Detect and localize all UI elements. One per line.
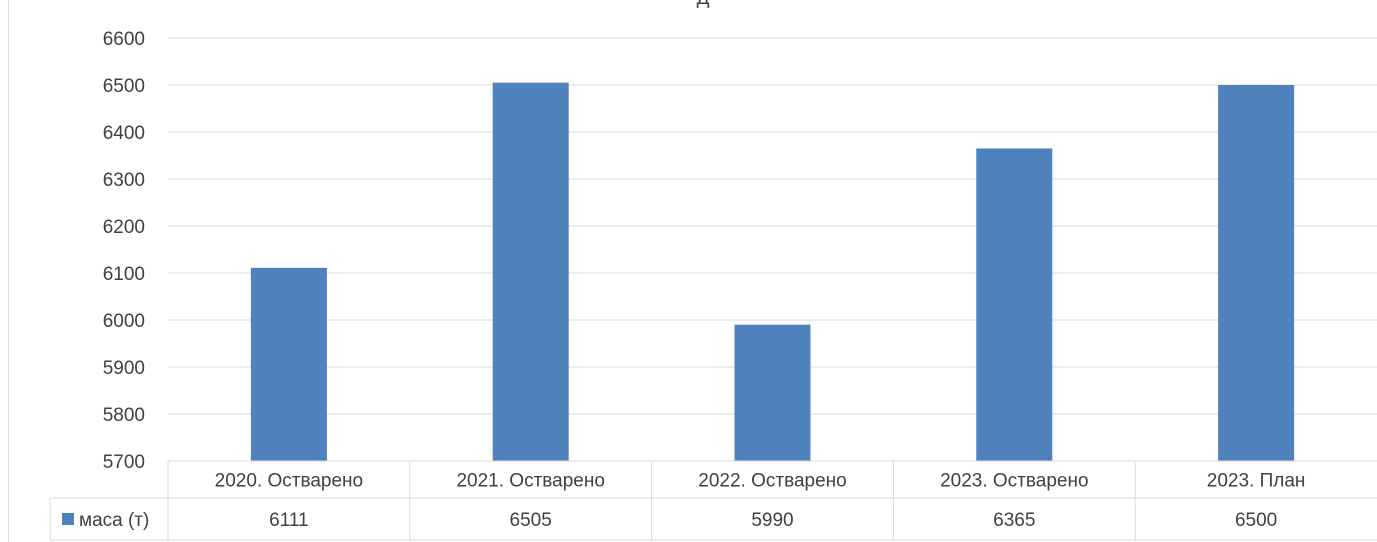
y-tick-label: 6000 xyxy=(103,311,145,332)
category-label: 2023. План xyxy=(1207,471,1306,492)
legend-label: маса (т) xyxy=(79,510,149,531)
category-label: 2021. Остварено xyxy=(456,471,604,492)
bars xyxy=(250,82,1295,462)
value-cell: 6111 xyxy=(269,510,308,531)
y-tick-label: 6300 xyxy=(103,170,145,191)
y-tick-label: 6400 xyxy=(103,123,145,144)
gridlines xyxy=(168,37,1377,415)
bar xyxy=(492,82,569,462)
bar xyxy=(250,267,327,461)
bar xyxy=(734,324,811,461)
legend-swatch xyxy=(62,513,74,525)
category-label: 2022. Остварено xyxy=(698,471,846,492)
value-cell: 6500 xyxy=(1235,510,1277,531)
bar xyxy=(976,148,1053,461)
value-cell: 6505 xyxy=(510,510,552,531)
category-label: 2023. Остварено xyxy=(940,471,1088,492)
data-table: 2020. Остварено 2021. Остварено 2022. Оств… xyxy=(49,460,1377,541)
y-axis-ticks: 5700 5800 5900 6000 6100 6200 6300 6400 6500 6600 xyxy=(103,29,145,473)
y-tick-label: 6200 xyxy=(103,217,145,238)
bar xyxy=(1218,85,1295,461)
y-tick-label: 6600 xyxy=(103,29,145,50)
y-tick-label: 5700 xyxy=(103,452,145,473)
value-cell: 5990 xyxy=(751,510,793,531)
y-tick-label: 6100 xyxy=(103,264,145,285)
chart-left-border xyxy=(8,0,9,542)
y-tick-label: 6500 xyxy=(103,76,145,97)
category-label: 2020. Остварено xyxy=(215,471,363,492)
y-tick-label: 5800 xyxy=(103,405,145,426)
y-tick-label: 5900 xyxy=(103,358,145,379)
chart-title: Д xyxy=(697,0,710,9)
value-cell: 6365 xyxy=(993,510,1035,531)
